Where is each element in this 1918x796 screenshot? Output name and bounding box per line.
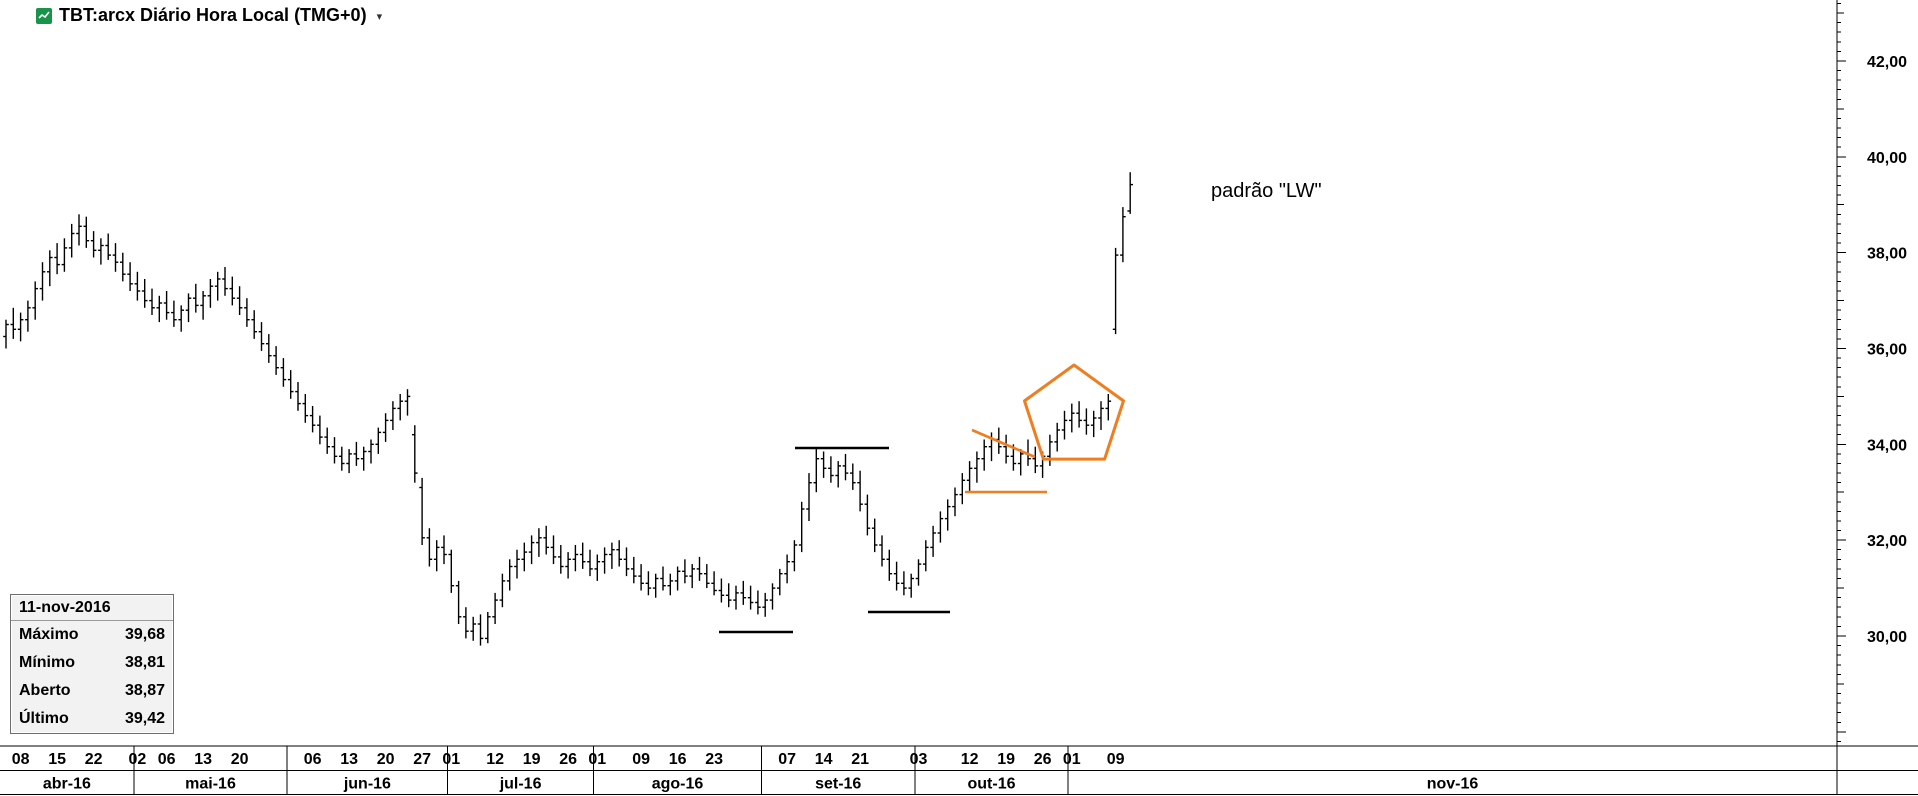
chevron-down-icon[interactable]: ▾ xyxy=(376,11,383,23)
svg-text:21: 21 xyxy=(851,751,869,768)
data-window-row-label: Aberto xyxy=(19,682,71,699)
svg-text:02: 02 xyxy=(129,751,147,768)
svg-text:38,00: 38,00 xyxy=(1867,246,1907,263)
data-window-row: Aberto 38,87 xyxy=(11,677,173,705)
svg-text:19: 19 xyxy=(523,751,541,768)
svg-text:32,00: 32,00 xyxy=(1867,533,1907,550)
svg-text:12: 12 xyxy=(961,751,979,768)
svg-text:16: 16 xyxy=(669,751,687,768)
data-window-date: 11-nov-2016 xyxy=(11,595,173,621)
svg-text:42,00: 42,00 xyxy=(1867,54,1907,71)
data-window-row: Último 39,42 xyxy=(11,705,173,733)
ohlc-bars xyxy=(3,172,1133,646)
svg-text:30,00: 30,00 xyxy=(1867,629,1907,646)
svg-text:26: 26 xyxy=(1034,751,1052,768)
svg-text:set-16: set-16 xyxy=(815,776,861,793)
svg-text:03: 03 xyxy=(910,751,928,768)
svg-text:36,00: 36,00 xyxy=(1867,342,1907,359)
data-window-row: Máximo 39,68 xyxy=(11,621,173,649)
svg-text:06: 06 xyxy=(158,751,176,768)
svg-text:20: 20 xyxy=(377,751,395,768)
svg-text:jul-16: jul-16 xyxy=(499,776,542,793)
data-window-row-value: 38,81 xyxy=(124,654,165,671)
pentagon-annotation xyxy=(1023,363,1125,461)
data-window-row-value: 38,87 xyxy=(124,682,165,699)
svg-text:01: 01 xyxy=(442,751,460,768)
svg-text:mai-16: mai-16 xyxy=(185,776,236,793)
pattern-annotation-label: padrão "LW" xyxy=(1211,180,1322,202)
x-axis: 08 15 22 02 06 13 20 06 13 20 27 01 12 19 26 01 09 16 23 07… xyxy=(0,745,1918,795)
svg-text:27: 27 xyxy=(413,751,431,768)
svg-text:20: 20 xyxy=(231,751,249,768)
svg-text:13: 13 xyxy=(194,751,212,768)
svg-text:09: 09 xyxy=(632,751,650,768)
svg-text:01: 01 xyxy=(1063,751,1081,768)
data-window-rows: Máximo 39,68 Mínimo 38,81 Aberto 38,87 Último 3… xyxy=(11,621,173,733)
svg-text:34,00: 34,00 xyxy=(1867,437,1907,454)
svg-text:abr-16: abr-16 xyxy=(43,776,91,793)
instrument-icon xyxy=(36,7,52,24)
data-window-row-label: Mínimo xyxy=(19,654,75,671)
data-window-row-value: 39,68 xyxy=(124,626,165,643)
svg-text:01: 01 xyxy=(588,751,606,768)
svg-text:08: 08 xyxy=(12,751,30,768)
data-window[interactable]: 11-nov-2016 Máximo 39,68 Mínimo 38,81 Aberto… xyxy=(10,594,174,734)
data-window-row-value: 39,42 xyxy=(124,710,165,727)
svg-text:23: 23 xyxy=(705,751,723,768)
data-window-row: Mínimo 38,81 xyxy=(11,649,173,677)
data-window-row-label: Último xyxy=(19,710,69,727)
svg-text:09: 09 xyxy=(1107,751,1125,768)
svg-text:nov-16: nov-16 xyxy=(1427,776,1479,793)
titlebar: TBT:arcx Diário Hora Local (TMG+0) ▾ xyxy=(36,5,382,26)
svg-text:13: 13 xyxy=(340,751,358,768)
svg-text:06: 06 xyxy=(304,751,322,768)
svg-text:14: 14 xyxy=(815,751,833,768)
svg-text:ago-16: ago-16 xyxy=(652,776,704,793)
svg-text:15: 15 xyxy=(48,751,66,768)
svg-text:22: 22 xyxy=(85,751,103,768)
data-window-row-label: Máximo xyxy=(19,626,79,643)
y-axis: 42,00 40,00 38,00 36,00 34,00 32,00 30,00 xyxy=(1836,0,1907,795)
svg-text:07: 07 xyxy=(778,751,796,768)
svg-text:19: 19 xyxy=(997,751,1015,768)
instrument-title: TBT:arcx Diário Hora Local (TMG+0) xyxy=(59,5,367,25)
svg-text:jun-16: jun-16 xyxy=(343,776,391,793)
chart-annotations[interactable] xyxy=(719,363,1125,634)
svg-text:12: 12 xyxy=(486,751,504,768)
svg-text:26: 26 xyxy=(559,751,577,768)
svg-text:40,00: 40,00 xyxy=(1867,150,1907,167)
svg-text:out-16: out-16 xyxy=(968,776,1016,793)
